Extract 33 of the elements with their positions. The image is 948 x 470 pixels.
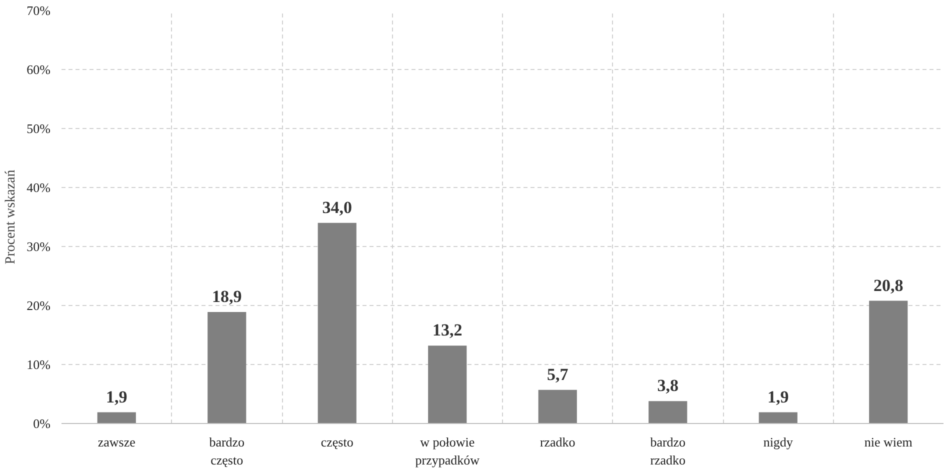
bar xyxy=(97,412,136,424)
x-tick-label: nie wiem xyxy=(864,434,912,450)
y-tick-label: 20% xyxy=(26,298,51,313)
y-tick-label: 60% xyxy=(26,62,51,77)
data-label: 1,9 xyxy=(768,387,789,406)
x-tick-label: bardzo rzadko xyxy=(650,434,686,468)
x-tick-label: często xyxy=(320,434,354,450)
y-tick-label: 70% xyxy=(26,3,51,18)
data-label: 18,9 xyxy=(212,286,242,306)
y-tick-label: 40% xyxy=(26,180,51,195)
data-label: 34,0 xyxy=(322,198,352,217)
y-tick-label: 50% xyxy=(26,121,51,136)
data-label: 20,8 xyxy=(874,276,904,295)
data-label: 1,9 xyxy=(106,387,128,406)
bar xyxy=(428,346,467,424)
x-tick-label: bardzo często xyxy=(209,434,245,468)
data-label: 13,2 xyxy=(432,320,462,340)
y-tick-label: 0% xyxy=(33,416,51,431)
bar xyxy=(318,222,356,424)
y-axis-title: Procent wskazań xyxy=(4,170,19,264)
x-tick-label: zawsze xyxy=(98,434,136,450)
data-label: 5,7 xyxy=(547,364,569,384)
x-tick-label: w połowie przypadków xyxy=(415,434,480,468)
x-tick-label: rzadko xyxy=(540,434,576,450)
bar xyxy=(208,312,246,424)
bar xyxy=(758,412,798,424)
data-label: 3,8 xyxy=(657,376,678,396)
y-tick-label: 10% xyxy=(26,357,51,372)
bar xyxy=(869,300,908,424)
y-tick-label: 30% xyxy=(26,239,51,254)
bar xyxy=(538,390,577,424)
x-tick-label: nigdy xyxy=(763,434,794,450)
bar xyxy=(648,401,688,424)
